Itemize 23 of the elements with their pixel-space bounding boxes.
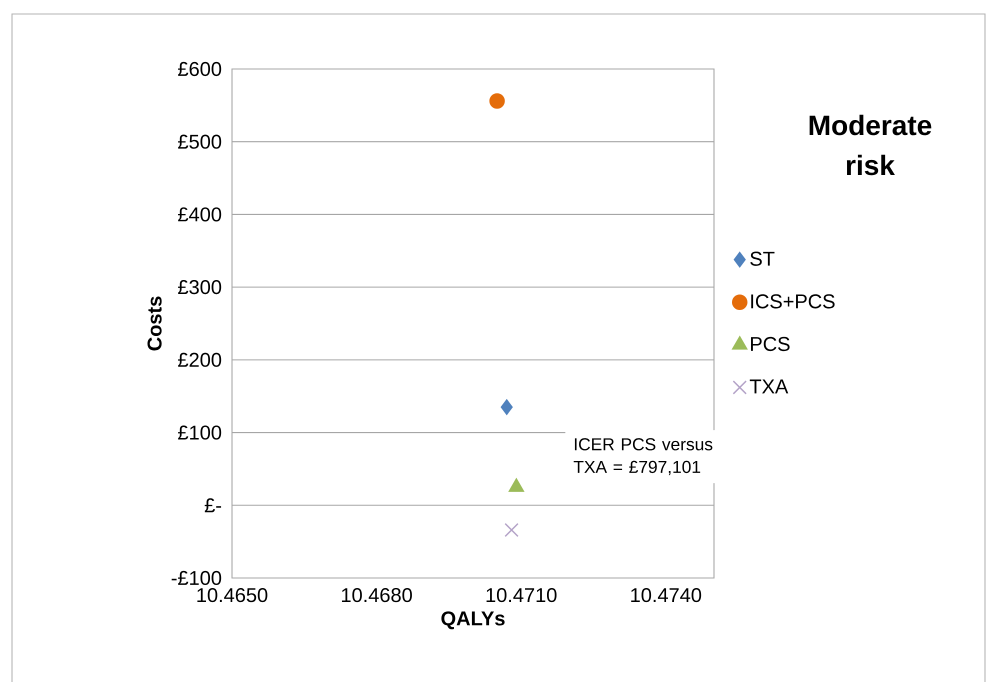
- y-tick-label: £100: [178, 425, 222, 440]
- point: [504, 522, 519, 538]
- text: Moderate risk: [810, 114, 932, 176]
- legend-label: ST: [750, 252, 774, 266]
- point: [489, 93, 505, 109]
- annotation: ICER PCS versus TXA = £797,101: [574, 438, 712, 476]
- y-tick-label: £600: [178, 62, 222, 76]
- y-tick-label: -£100: [172, 570, 222, 586]
- y-tick-label: £400: [178, 207, 222, 222]
- y-tick-label: £200: [178, 352, 222, 367]
- x-axis-title: QALYs: [441, 611, 505, 630]
- x-tick-label: 10.4710: [486, 588, 557, 602]
- x-tick-label: 10.4740: [631, 588, 702, 602]
- y-axis-title: Costs: [147, 296, 162, 350]
- y-tick-label: £-: [204, 498, 222, 512]
- legend-label: TXA: [750, 380, 788, 394]
- legend-label: ICS+PCS: [751, 294, 835, 308]
- point: [500, 399, 513, 415]
- x-tick-label: 10.4680: [342, 588, 412, 602]
- legend-label: PCS: [751, 336, 790, 352]
- y-tick-label: £300: [178, 280, 222, 294]
- y-tick-label: £500: [178, 134, 222, 149]
- x-tick-label: 10.4650: [197, 588, 268, 602]
